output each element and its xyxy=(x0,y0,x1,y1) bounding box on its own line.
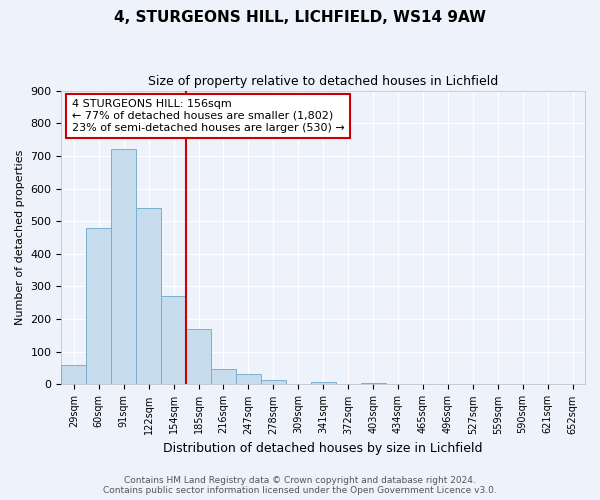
Bar xyxy=(186,329,211,384)
Title: Size of property relative to detached houses in Lichfield: Size of property relative to detached ho… xyxy=(148,75,499,88)
Bar xyxy=(236,374,261,384)
Bar xyxy=(261,380,286,384)
Bar xyxy=(211,369,236,384)
Bar xyxy=(111,150,136,384)
Bar xyxy=(161,296,186,384)
Text: 4, STURGEONS HILL, LICHFIELD, WS14 9AW: 4, STURGEONS HILL, LICHFIELD, WS14 9AW xyxy=(114,10,486,25)
Bar xyxy=(61,365,86,384)
Text: 4 STURGEONS HILL: 156sqm
← 77% of detached houses are smaller (1,802)
23% of sem: 4 STURGEONS HILL: 156sqm ← 77% of detach… xyxy=(72,100,344,132)
Bar xyxy=(136,208,161,384)
Bar xyxy=(311,382,335,384)
Y-axis label: Number of detached properties: Number of detached properties xyxy=(15,150,25,325)
Bar xyxy=(361,383,386,384)
X-axis label: Distribution of detached houses by size in Lichfield: Distribution of detached houses by size … xyxy=(163,442,483,455)
Text: Contains HM Land Registry data © Crown copyright and database right 2024.
Contai: Contains HM Land Registry data © Crown c… xyxy=(103,476,497,495)
Bar xyxy=(86,228,111,384)
